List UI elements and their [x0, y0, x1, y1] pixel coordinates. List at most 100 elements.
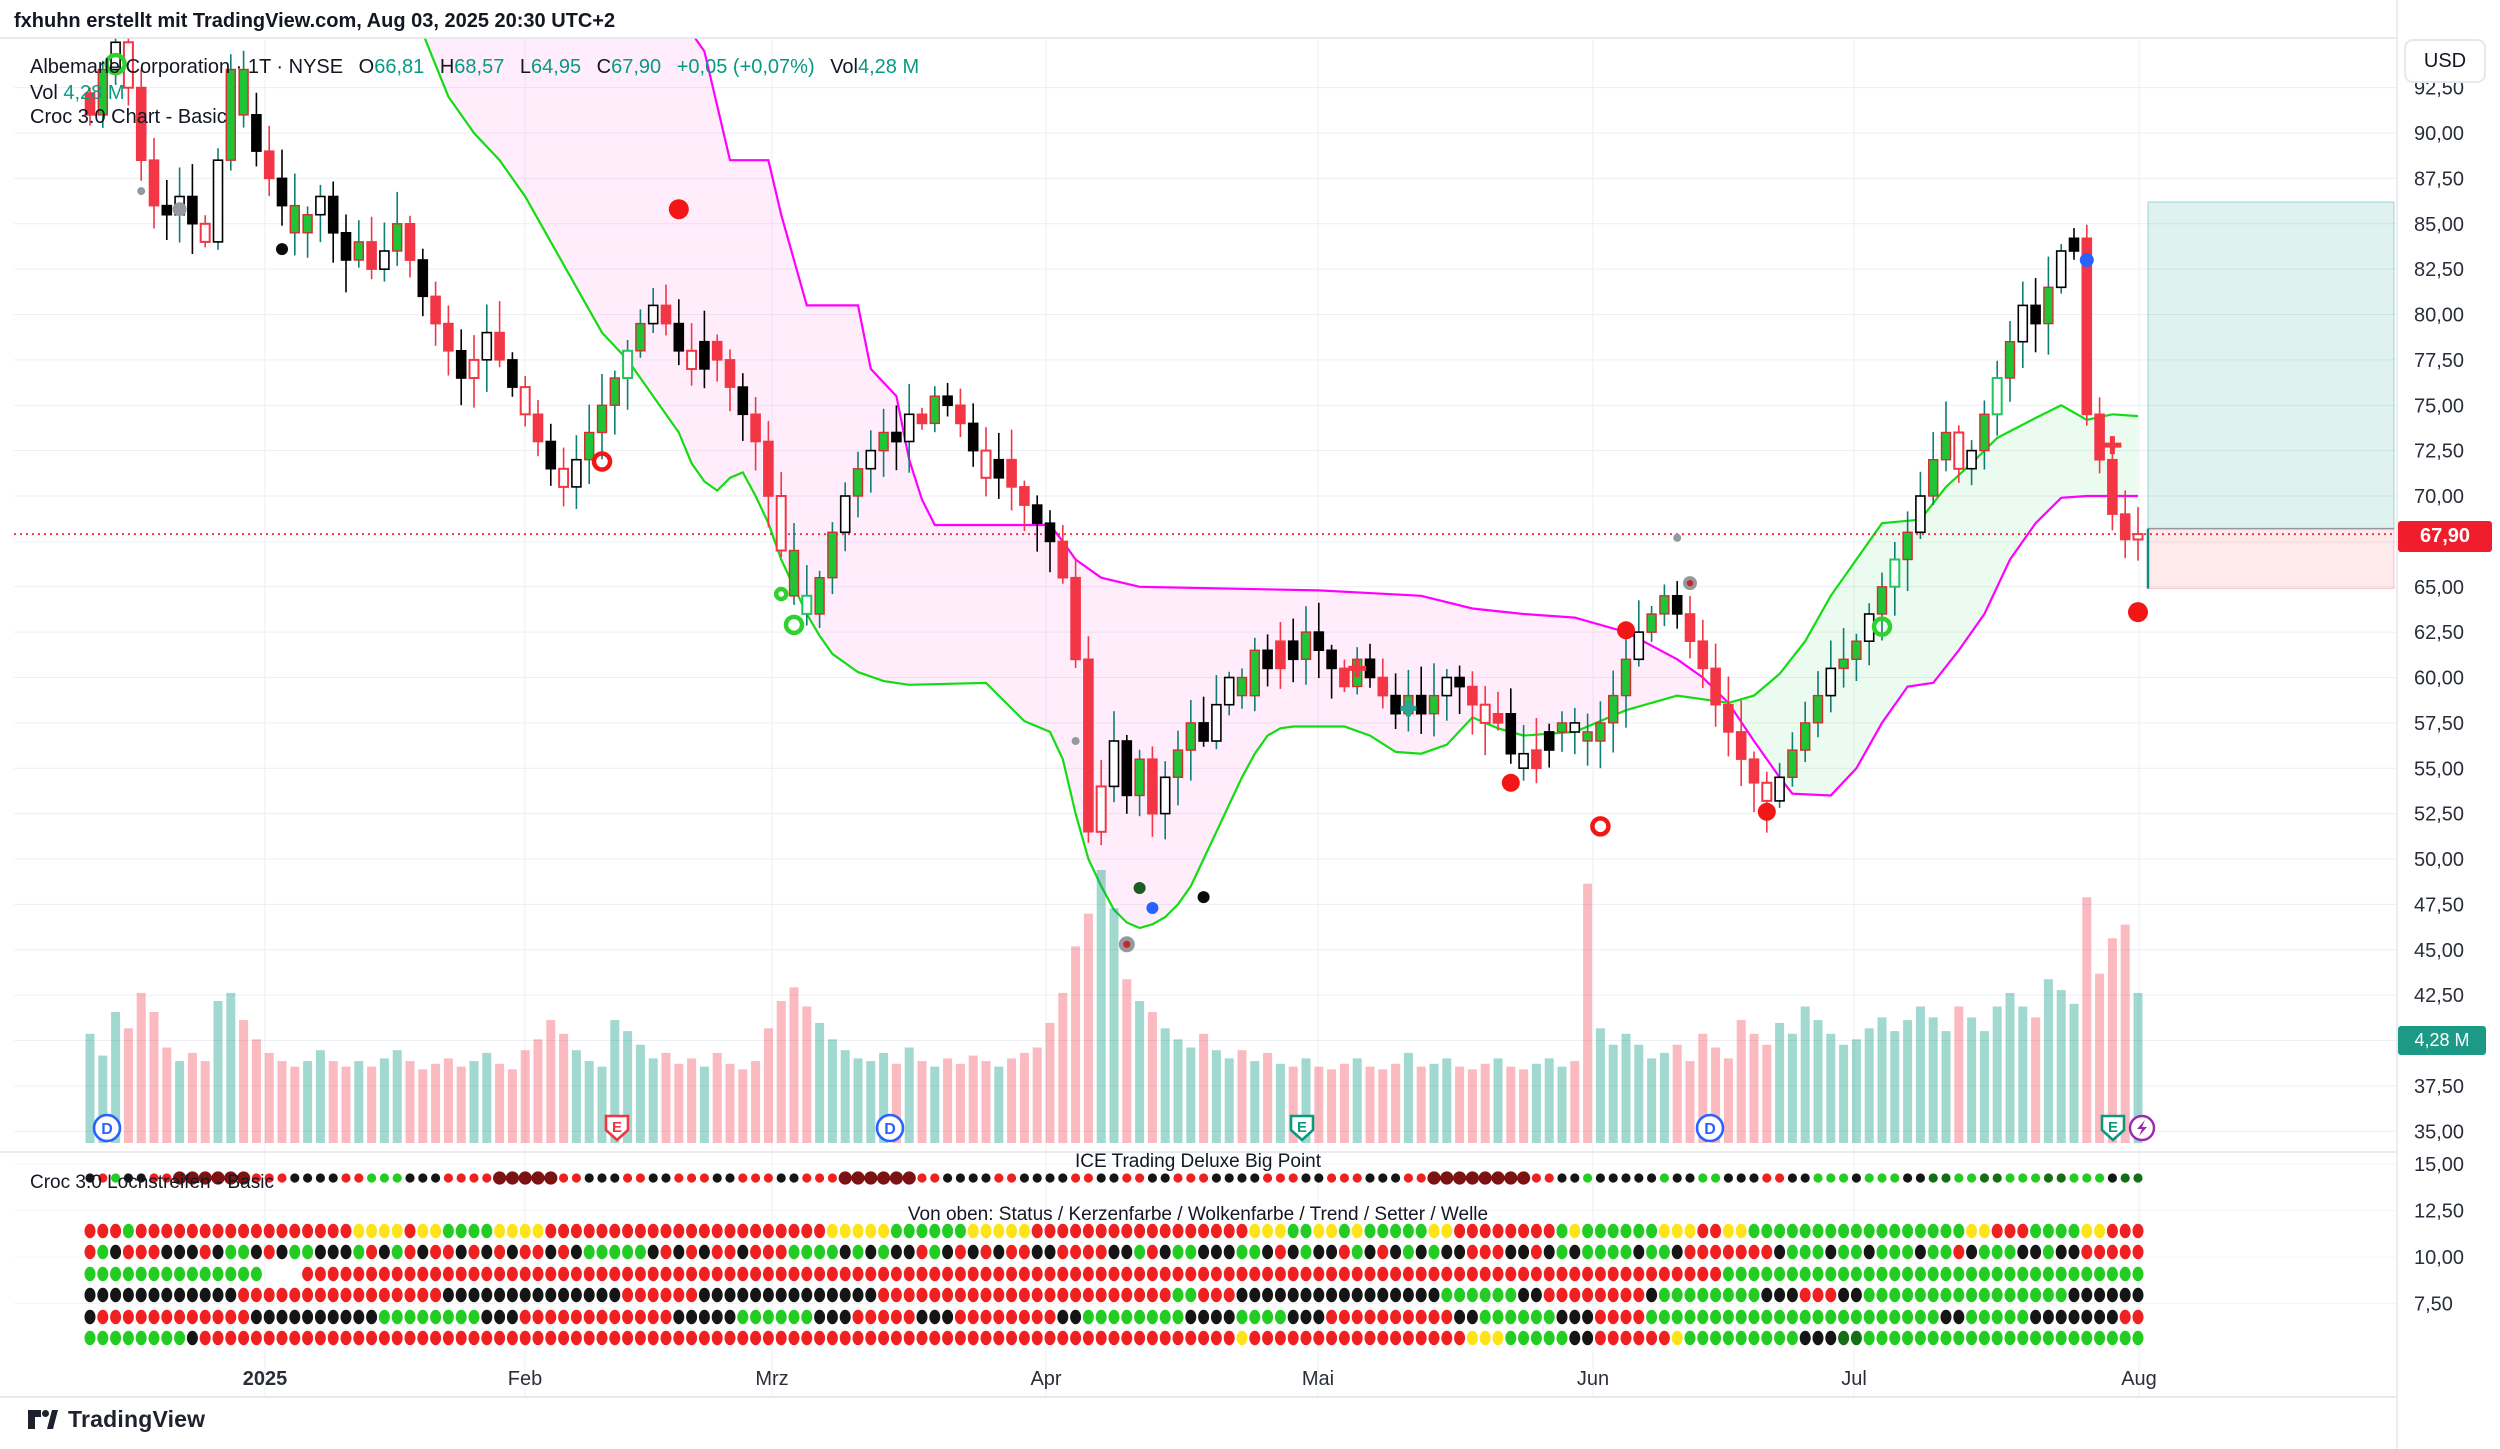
price-axis[interactable]: 92,50 90,00 87,50 85,00 82,50 80,00 77,50 75,00…: [2414, 78, 2464, 1316]
open-value: 66,81: [374, 56, 425, 78]
green-hollow-circle-marker: [773, 586, 789, 602]
svg-text:D: D: [884, 1121, 896, 1138]
svg-text:55,00: 55,00: [2414, 758, 2464, 780]
pane2-subtitle: Von oben: Status / Kerzenfarbe / Wolkenf…: [907, 1204, 1489, 1225]
close-value: 67,90: [611, 56, 662, 78]
svg-text:92,50: 92,50: [2414, 78, 2464, 100]
red-hollow-circle-marker: [591, 451, 613, 472]
credit-line: fxhuhn erstellt mit TradingView.com, Aug…: [14, 10, 616, 32]
svg-text:Apr: Apr: [1030, 1368, 1061, 1390]
svg-text:62,50: 62,50: [2414, 622, 2464, 644]
svg-text:87,50: 87,50: [2414, 168, 2464, 190]
gray-dot-marker: [172, 202, 187, 217]
svg-text:65,00: 65,00: [2414, 577, 2464, 599]
tradingview-logo[interactable]: TradingView: [28, 1406, 205, 1433]
svg-text:E: E: [612, 1119, 622, 1136]
flash-badge: [2128, 1114, 2156, 1142]
pane2-indicator-label[interactable]: Croc 3.0 Lochstreifen - Basic: [30, 1172, 274, 1193]
signal-markers: [104, 52, 2148, 953]
svg-text:45,00: 45,00: [2414, 940, 2464, 962]
svg-text:82,50: 82,50: [2414, 259, 2464, 281]
svg-text:Jul: Jul: [1841, 1368, 1867, 1390]
svg-text:52,50: 52,50: [2414, 804, 2464, 826]
high-value: 68,57: [454, 56, 505, 78]
svg-text:42,50: 42,50: [2414, 985, 2464, 1007]
last-price-tag: 67,90: [2398, 521, 2492, 552]
svg-text:85,00: 85,00: [2414, 214, 2464, 236]
svg-text:10,00: 10,00: [2414, 1247, 2464, 1269]
svg-text:77,50: 77,50: [2414, 350, 2464, 372]
symbol-legend[interactable]: Albemarle Corporation · 1T · NYSE O66,81…: [30, 56, 919, 79]
svg-text:2025: 2025: [243, 1368, 288, 1390]
earnings-badge: E: [1289, 1114, 1315, 1142]
svg-text:12,50: 12,50: [2414, 1201, 2464, 1223]
svg-text:7,50: 7,50: [2414, 1294, 2453, 1316]
lochstreifen-dots: [84, 1171, 2144, 1346]
red-cross-marker: [1348, 659, 1367, 678]
open-label: O: [358, 56, 375, 78]
dividend-badge: D: [875, 1113, 905, 1143]
svg-text:50,00: 50,00: [2414, 849, 2464, 871]
tradingview-logo-icon: [28, 1409, 58, 1429]
separators: [0, 0, 2398, 1449]
black-dot-marker: [1197, 891, 1210, 904]
gray-dot-marker: [1071, 737, 1080, 746]
svg-text:Feb: Feb: [508, 1368, 542, 1390]
dividend-badge: D: [92, 1113, 122, 1143]
earnings-badge: E: [2100, 1114, 2126, 1142]
projection-boxes: [2146, 201, 2395, 590]
teal-cross-marker: [1400, 700, 1417, 717]
earnings-badge: E: [604, 1114, 630, 1142]
high-label: H: [439, 56, 455, 78]
svg-text:15,00: 15,00: [2414, 1154, 2464, 1176]
dividend-badge: D: [1695, 1113, 1725, 1143]
svg-text:Mrz: Mrz: [755, 1368, 788, 1390]
svg-text:47,50: 47,50: [2414, 894, 2464, 916]
red-dot-marker: [1617, 621, 1635, 640]
svg-text:Jun: Jun: [1577, 1368, 1609, 1390]
croc-chart-legend[interactable]: Croc 3.0 Chart - Basic: [30, 106, 227, 128]
candles-layer: [84, 38, 2144, 846]
svg-text:D: D: [1704, 1121, 1716, 1138]
svg-text:90,00: 90,00: [2414, 123, 2464, 145]
svg-text:Aug: Aug: [2121, 1368, 2157, 1390]
black-dot-marker: [276, 243, 288, 256]
svg-text:E: E: [2108, 1119, 2118, 1136]
red-dot-marker: [668, 199, 689, 220]
low-value: 64,95: [531, 56, 582, 78]
green-hollow-circle-marker: [783, 614, 805, 636]
svg-text:72,50: 72,50: [2414, 441, 2464, 463]
red-dot-marker: [1757, 802, 1776, 821]
svg-text:70,00: 70,00: [2414, 486, 2464, 508]
currency-toggle-button[interactable]: USD: [2404, 39, 2486, 83]
svg-text:Mai: Mai: [1302, 1368, 1334, 1390]
red-cross-marker: [2103, 436, 2122, 455]
green-hollow-circle-marker: [1871, 616, 1893, 637]
pane2-title: ICE Trading Deluxe Big Point: [1074, 1151, 1322, 1172]
svg-text:57,50: 57,50: [2414, 713, 2464, 735]
red-hollow-circle-marker: [1590, 816, 1611, 837]
blue-dot-marker: [2079, 253, 2094, 268]
svg-text:37,50: 37,50: [2414, 1076, 2464, 1098]
svg-text:E: E: [1297, 1119, 1307, 1136]
svg-text:35,00: 35,00: [2414, 1121, 2464, 1143]
volume-bars: [85, 870, 2143, 1144]
darkgreen-dot-marker: [1133, 882, 1146, 895]
gray-dot-marker: [1673, 533, 1682, 542]
time-axis[interactable]: 2025 Feb Mrz Apr Mai Jun Jul Aug: [243, 1368, 2157, 1390]
volume-indicator-legend[interactable]: Vol 4,28 M: [30, 82, 125, 104]
symbol-title: Albemarle Corporation · 1T · NYSE: [30, 56, 344, 78]
close-label: C: [596, 56, 612, 78]
svg-text:80,00: 80,00: [2414, 305, 2464, 327]
red-dot-marker: [2128, 602, 2148, 623]
volume-label: Vol: [830, 56, 858, 78]
low-label: L: [519, 56, 532, 78]
volume-value: 4,28 M: [858, 56, 920, 78]
tradingview-logo-text: TradingView: [68, 1406, 206, 1432]
svg-text:75,00: 75,00: [2414, 395, 2464, 417]
gray-dot-marker: [137, 187, 146, 196]
red-dot-marker: [1501, 773, 1520, 792]
